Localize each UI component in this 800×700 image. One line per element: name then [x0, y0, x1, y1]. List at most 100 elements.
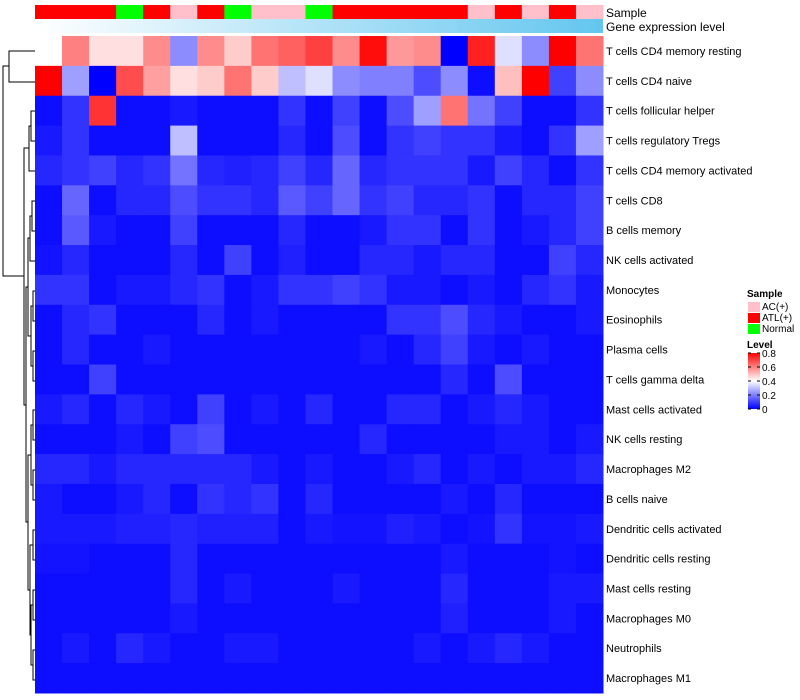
heatmap-cell — [35, 155, 63, 186]
heatmap-cell — [305, 304, 334, 336]
heatmap-cell — [332, 65, 361, 97]
sample-annotation-cell — [305, 5, 334, 19]
dendrogram-branch — [28, 125, 35, 172]
heatmap-cell — [386, 483, 415, 515]
heatmap-cell — [359, 245, 388, 276]
row-label: Macrophages M2 — [606, 464, 691, 476]
heatmap-cell — [62, 483, 90, 515]
legend-sample-title: Sample — [747, 289, 783, 300]
heatmap-cell — [575, 274, 604, 306]
heatmap-cell — [494, 543, 523, 575]
heatmap-cell — [332, 424, 361, 455]
heatmap-cell — [116, 95, 144, 127]
heatmap-cell — [305, 543, 334, 575]
heatmap-cell — [116, 155, 144, 186]
heatmap-cell — [467, 304, 496, 336]
row-label: T cells CD4 memory resting — [606, 46, 742, 58]
heatmap-cell — [116, 215, 144, 246]
heatmap-row — [35, 633, 604, 664]
heatmap-row — [35, 424, 604, 455]
row-label: NK cells activated — [606, 255, 693, 267]
heatmap-cell — [116, 364, 144, 395]
heatmap-cell — [494, 394, 523, 425]
heatmap-cell — [197, 573, 225, 604]
heatmap-cell — [548, 424, 577, 455]
heatmap-row — [35, 304, 604, 336]
heatmap-cell — [332, 483, 361, 515]
heatmap-cell — [386, 304, 415, 336]
heatmap-cell — [575, 215, 604, 246]
heatmap-cells — [35, 36, 604, 694]
heatmap-cell — [359, 424, 388, 455]
heatmap-cell — [359, 663, 388, 694]
heatmap-cell — [62, 364, 90, 395]
heatmap-cell — [467, 633, 496, 664]
heatmap-cell — [278, 424, 306, 455]
heatmap-cell — [278, 364, 306, 395]
heatmap-cell — [521, 633, 550, 664]
legend-label-ac: AC(+) — [762, 302, 788, 313]
heatmap-cell — [35, 394, 63, 425]
heatmap-cell — [197, 424, 225, 455]
heatmap-cell — [359, 543, 388, 575]
heatmap-cell — [89, 65, 117, 97]
legend-swatch-ac — [748, 302, 760, 312]
heatmap-cell — [386, 424, 415, 455]
heatmap-cell — [386, 364, 415, 395]
heatmap-cell — [440, 65, 469, 97]
heatmap-cell — [62, 185, 90, 216]
heatmap-cell — [143, 334, 171, 365]
heatmap-cell — [440, 394, 469, 425]
heatmap-row — [35, 274, 604, 306]
heatmap-cell — [35, 304, 63, 336]
heatmap-cell — [170, 304, 198, 336]
heatmap-cell — [35, 334, 63, 365]
heatmap-row — [35, 65, 604, 97]
heatmap-row — [35, 215, 604, 246]
heatmap-cell — [251, 245, 279, 276]
heatmap-cell — [521, 513, 550, 545]
heatmap-cell — [143, 424, 171, 455]
heatmap-cell — [35, 663, 63, 694]
heatmap-cell — [548, 125, 577, 156]
heatmap-cell — [170, 483, 198, 515]
heatmap-cell — [89, 633, 117, 664]
heatmap-cell — [467, 274, 496, 306]
heatmap-cell — [440, 334, 469, 365]
heatmap-cell — [386, 513, 415, 545]
heatmap-cell — [224, 483, 252, 515]
heatmap-cell — [170, 454, 198, 485]
heatmap-cell — [62, 155, 90, 186]
sample-annotation-cell — [170, 5, 198, 19]
heatmap-cell — [359, 603, 388, 634]
heatmap-cell — [440, 603, 469, 634]
heatmap-cell — [467, 215, 496, 246]
heatmap-cell — [170, 633, 198, 664]
heatmap-cell — [332, 274, 361, 306]
heatmap-cell — [89, 364, 117, 395]
heatmap-cell — [521, 424, 550, 455]
row-label: Mast cells resting — [606, 583, 691, 595]
heatmap-row — [35, 125, 604, 156]
heatmap-cell — [251, 215, 279, 246]
heatmap-cell — [278, 65, 306, 97]
legend-label-atl: ATL(+) — [762, 313, 792, 324]
heatmap-cell — [386, 573, 415, 604]
heatmap-cell — [548, 603, 577, 634]
heatmap-cell — [251, 364, 279, 395]
heatmap-cell — [278, 483, 306, 515]
heatmap-cell — [116, 483, 144, 515]
heatmap-cell — [89, 603, 117, 634]
heatmap-cell — [224, 304, 252, 336]
heatmap-cell — [62, 304, 90, 336]
heatmap-cell — [305, 274, 334, 306]
heatmap-cell — [359, 573, 388, 604]
heatmap-cell — [440, 424, 469, 455]
heatmap-cell — [251, 274, 279, 306]
heatmap-cell — [467, 603, 496, 634]
heatmap-cell — [440, 155, 469, 186]
heatmap-cell — [440, 663, 469, 694]
legend: Sample AC(+) ATL(+) Normal Level 0.80.60… — [747, 289, 794, 416]
legend-level-title: Level — [747, 340, 773, 351]
heatmap-cell — [170, 394, 198, 425]
